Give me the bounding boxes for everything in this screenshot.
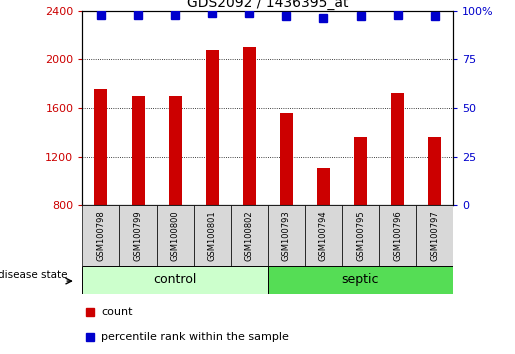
Bar <box>205 50 219 205</box>
Bar <box>354 137 367 205</box>
Bar <box>280 113 293 205</box>
Text: GSM100802: GSM100802 <box>245 210 254 261</box>
Bar <box>391 93 404 205</box>
Text: GSM100794: GSM100794 <box>319 210 328 261</box>
Bar <box>94 88 108 205</box>
Bar <box>157 205 194 266</box>
Text: count: count <box>101 307 132 317</box>
Bar <box>131 96 145 205</box>
Text: GSM100796: GSM100796 <box>393 210 402 261</box>
Text: percentile rank within the sample: percentile rank within the sample <box>101 332 289 342</box>
Text: GSM100799: GSM100799 <box>133 210 143 261</box>
Bar <box>379 205 416 266</box>
Text: GSM100797: GSM100797 <box>430 210 439 261</box>
Text: GSM100795: GSM100795 <box>356 210 365 261</box>
Text: GSM100800: GSM100800 <box>170 210 180 261</box>
Bar <box>268 205 305 266</box>
Bar <box>119 205 157 266</box>
Bar <box>82 205 119 266</box>
Text: GSM100798: GSM100798 <box>96 210 106 261</box>
Bar <box>194 205 231 266</box>
Bar <box>416 205 453 266</box>
Title: GDS2092 / 1436395_at: GDS2092 / 1436395_at <box>187 0 349 10</box>
Text: control: control <box>153 273 197 286</box>
Bar <box>428 137 441 205</box>
Bar <box>168 96 182 205</box>
Bar <box>231 205 268 266</box>
Text: GSM100801: GSM100801 <box>208 210 217 261</box>
Bar <box>268 266 453 294</box>
Bar <box>317 167 330 205</box>
Bar <box>82 266 268 294</box>
Bar <box>342 205 379 266</box>
Bar <box>305 205 342 266</box>
Text: septic: septic <box>342 273 379 286</box>
Text: disease state: disease state <box>0 269 67 280</box>
Text: GSM100793: GSM100793 <box>282 210 291 261</box>
Bar <box>243 47 256 205</box>
